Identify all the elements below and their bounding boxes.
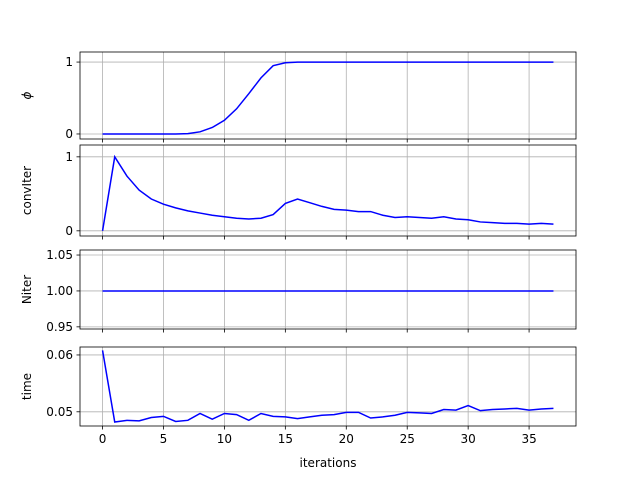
x-tick-label: 35 xyxy=(521,432,536,446)
y-axis-label: convIter xyxy=(20,166,34,215)
y-axis-label: Niter xyxy=(20,275,34,304)
y-axis-label: time xyxy=(20,373,34,400)
data-line xyxy=(101,154,554,231)
axes-frame xyxy=(79,144,577,237)
x-tick-label: 0 xyxy=(99,432,107,446)
axes-frame xyxy=(79,51,577,140)
y-tick-label: 0 xyxy=(65,127,73,141)
y-tick-label: 0.95 xyxy=(46,320,73,334)
y-tick-label: 1 xyxy=(65,150,73,164)
data-line xyxy=(102,61,554,135)
x-tick-label: 20 xyxy=(339,432,354,446)
x-tick-label: 10 xyxy=(217,432,232,446)
y-axis-label: ϕ xyxy=(20,91,34,99)
y-tick-label: 0 xyxy=(65,224,73,238)
x-axis-label: iterations xyxy=(300,456,357,470)
y-tick-label: 1 xyxy=(65,55,73,69)
y-tick-label: 1.00 xyxy=(46,284,73,298)
axes-frame xyxy=(79,249,577,330)
x-tick-label: 30 xyxy=(461,432,476,446)
y-tick-label: 1.05 xyxy=(46,248,73,262)
data-line xyxy=(101,350,554,423)
x-tick-label: 25 xyxy=(400,432,415,446)
x-tick-label: 15 xyxy=(278,432,293,446)
y-tick-label: 0.05 xyxy=(46,405,73,419)
y-tick-label: 0.06 xyxy=(46,348,73,362)
x-tick-label: 5 xyxy=(160,432,168,446)
axes-frame xyxy=(79,346,577,427)
